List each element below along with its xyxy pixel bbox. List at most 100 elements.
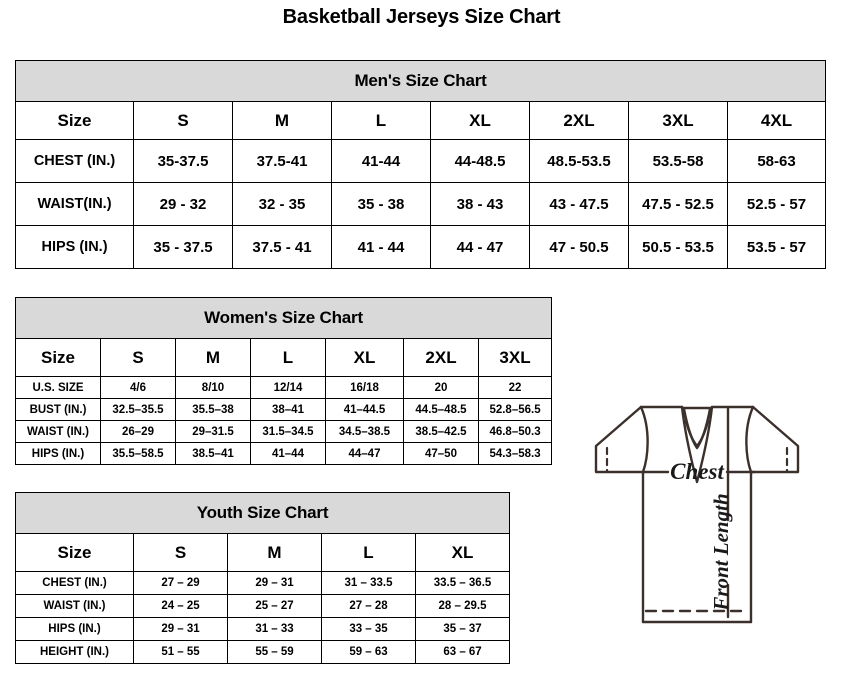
women-ussize-2xl: 20 bbox=[403, 376, 479, 399]
table-row: WAIST(IN.) 29 - 32 32 - 35 35 - 38 38 - … bbox=[15, 182, 827, 226]
youth-hips-s: 29 – 31 bbox=[133, 617, 228, 641]
youth-size-chart-table: Youth Size Chart Size S M L XL CHEST (IN… bbox=[14, 492, 511, 664]
women-hips-xl: 44–47 bbox=[325, 442, 404, 465]
men-waist-m: 32 - 35 bbox=[232, 182, 332, 226]
table-row: WAIST (IN.) 24 – 25 25 – 27 27 – 28 28 –… bbox=[15, 594, 511, 618]
women-row-label-bust: BUST (IN.) bbox=[15, 398, 101, 421]
men-header-l: L bbox=[331, 101, 431, 140]
women-header-s: S bbox=[100, 338, 176, 377]
front-length-measurement-label: Front Length bbox=[709, 493, 733, 611]
youth-row-label-height: HEIGHT (IN.) bbox=[15, 640, 134, 664]
women-header-3xl: 3XL bbox=[477, 338, 553, 377]
mens-chart-title: Men's Size Chart bbox=[14, 60, 827, 102]
youth-hips-m: 31 – 33 bbox=[227, 617, 322, 641]
women-ussize-s: 4/6 bbox=[100, 376, 176, 399]
womens-size-chart-table: Women's Size Chart Size S M L XL 2XL 3XL… bbox=[14, 297, 553, 465]
youth-chest-l: 31 – 33.5 bbox=[321, 571, 416, 595]
women-waist-s: 26–29 bbox=[100, 420, 176, 443]
youth-row-label-chest: CHEST (IN.) bbox=[15, 571, 134, 595]
men-row-label-waist: WAIST(IN.) bbox=[15, 182, 134, 226]
men-waist-xl: 38 - 43 bbox=[430, 182, 530, 226]
women-waist-2xl: 38.5–42.5 bbox=[403, 420, 479, 443]
youth-header-l: L bbox=[321, 533, 416, 572]
table-row: CHEST (IN.) 35-37.5 37.5-41 41-44 44-48.… bbox=[15, 139, 827, 183]
youth-header-size: Size bbox=[15, 533, 134, 572]
men-hips-3xl: 50.5 - 53.5 bbox=[628, 225, 728, 269]
women-row-label-us-size: U.S. SIZE bbox=[15, 376, 101, 399]
men-chest-4xl: 58-63 bbox=[726, 139, 827, 183]
women-waist-xl: 34.5–38.5 bbox=[325, 420, 404, 443]
youth-row-label-hips: HIPS (IN.) bbox=[15, 617, 134, 641]
men-header-xl: XL bbox=[430, 101, 530, 140]
collar-band-arc bbox=[684, 419, 710, 448]
right-sleeve-outline bbox=[749, 405, 800, 474]
women-hips-3xl: 54.3–58.3 bbox=[477, 442, 553, 465]
table-row: HIPS (IN.) 35 - 37.5 37.5 - 41 41 - 44 4… bbox=[15, 225, 827, 269]
women-hips-s: 35.5–58.5 bbox=[100, 442, 176, 465]
youth-chest-xl: 33.5 – 36.5 bbox=[414, 571, 511, 595]
jersey-measurement-diagram: Chest Front Length bbox=[556, 330, 838, 650]
men-header-size: Size bbox=[15, 101, 134, 140]
youth-height-m: 55 – 59 bbox=[227, 640, 322, 664]
men-chest-3xl: 53.5-58 bbox=[628, 139, 728, 183]
women-ussize-xl: 16/18 bbox=[325, 376, 404, 399]
men-hips-2xl: 47 - 50.5 bbox=[529, 225, 629, 269]
youth-chest-m: 29 – 31 bbox=[227, 571, 322, 595]
table-row: HEIGHT (IN.) 51 – 55 55 – 59 59 – 63 63 … bbox=[15, 640, 511, 664]
women-hips-m: 38.5–41 bbox=[175, 442, 251, 465]
table-title-row: Youth Size Chart bbox=[14, 492, 511, 534]
men-row-label-hips: HIPS (IN.) bbox=[15, 225, 134, 269]
youth-height-xl: 63 – 67 bbox=[414, 640, 511, 664]
women-bust-l: 38–41 bbox=[250, 398, 326, 421]
table-row: WAIST (IN.) 26–29 29–31.5 31.5–34.5 34.5… bbox=[15, 420, 553, 443]
table-title-row: Men's Size Chart bbox=[14, 60, 827, 102]
youth-waist-m: 25 – 27 bbox=[227, 594, 322, 618]
women-waist-l: 31.5–34.5 bbox=[250, 420, 326, 443]
men-hips-xl: 44 - 47 bbox=[430, 225, 530, 269]
men-waist-2xl: 43 - 47.5 bbox=[529, 182, 629, 226]
page-title: Basketball Jerseys Size Chart bbox=[282, 6, 561, 28]
table-title-row: Women's Size Chart bbox=[14, 297, 553, 339]
men-chest-l: 41-44 bbox=[331, 139, 431, 183]
men-chest-m: 37.5-41 bbox=[232, 139, 332, 183]
youth-header-m: M bbox=[227, 533, 322, 572]
men-waist-4xl: 52.5 - 57 bbox=[726, 182, 827, 226]
youth-chest-s: 27 – 29 bbox=[133, 571, 228, 595]
women-ussize-l: 12/14 bbox=[250, 376, 326, 399]
youth-height-l: 59 – 63 bbox=[321, 640, 416, 664]
chest-measurement-label: Chest bbox=[670, 459, 724, 484]
men-hips-4xl: 53.5 - 57 bbox=[726, 225, 827, 269]
youth-height-s: 51 – 55 bbox=[133, 640, 228, 664]
men-waist-3xl: 47.5 - 52.5 bbox=[628, 182, 728, 226]
neckline-outer bbox=[680, 405, 714, 484]
women-bust-xl: 41–44.5 bbox=[325, 398, 404, 421]
men-hips-m: 37.5 - 41 bbox=[232, 225, 332, 269]
women-header-l: L bbox=[250, 338, 326, 377]
youth-header-xl: XL bbox=[414, 533, 511, 572]
women-header-size: Size bbox=[15, 338, 101, 377]
table-header-row: Size S M L XL bbox=[15, 533, 511, 572]
men-waist-l: 35 - 38 bbox=[331, 182, 431, 226]
mens-size-chart-table: Men's Size Chart Size S M L XL 2XL 3XL 4… bbox=[14, 60, 827, 269]
youth-waist-l: 27 – 28 bbox=[321, 594, 416, 618]
table-row: CHEST (IN.) 27 – 29 29 – 31 31 – 33.5 33… bbox=[15, 571, 511, 595]
men-header-m: M bbox=[232, 101, 332, 140]
women-bust-m: 35.5–38 bbox=[175, 398, 251, 421]
men-chest-xl: 44-48.5 bbox=[430, 139, 530, 183]
table-header-row: Size S M L XL 2XL 3XL bbox=[15, 338, 553, 377]
women-hips-l: 41–44 bbox=[250, 442, 326, 465]
women-row-label-waist: WAIST (IN.) bbox=[15, 420, 101, 443]
left-sleeve-outline bbox=[594, 405, 645, 474]
men-hips-s: 35 - 37.5 bbox=[133, 225, 233, 269]
men-chest-s: 35-37.5 bbox=[133, 139, 233, 183]
women-bust-s: 32.5–35.5 bbox=[100, 398, 176, 421]
youth-chart-title: Youth Size Chart bbox=[14, 492, 511, 534]
youth-hips-xl: 35 – 37 bbox=[414, 617, 511, 641]
men-header-s: S bbox=[133, 101, 233, 140]
women-ussize-3xl: 22 bbox=[477, 376, 553, 399]
men-chest-2xl: 48.5-53.5 bbox=[529, 139, 629, 183]
women-hips-2xl: 47–50 bbox=[403, 442, 479, 465]
men-header-4xl: 4XL bbox=[726, 101, 827, 140]
women-waist-3xl: 46.8–50.3 bbox=[477, 420, 553, 443]
women-header-2xl: 2XL bbox=[403, 338, 479, 377]
